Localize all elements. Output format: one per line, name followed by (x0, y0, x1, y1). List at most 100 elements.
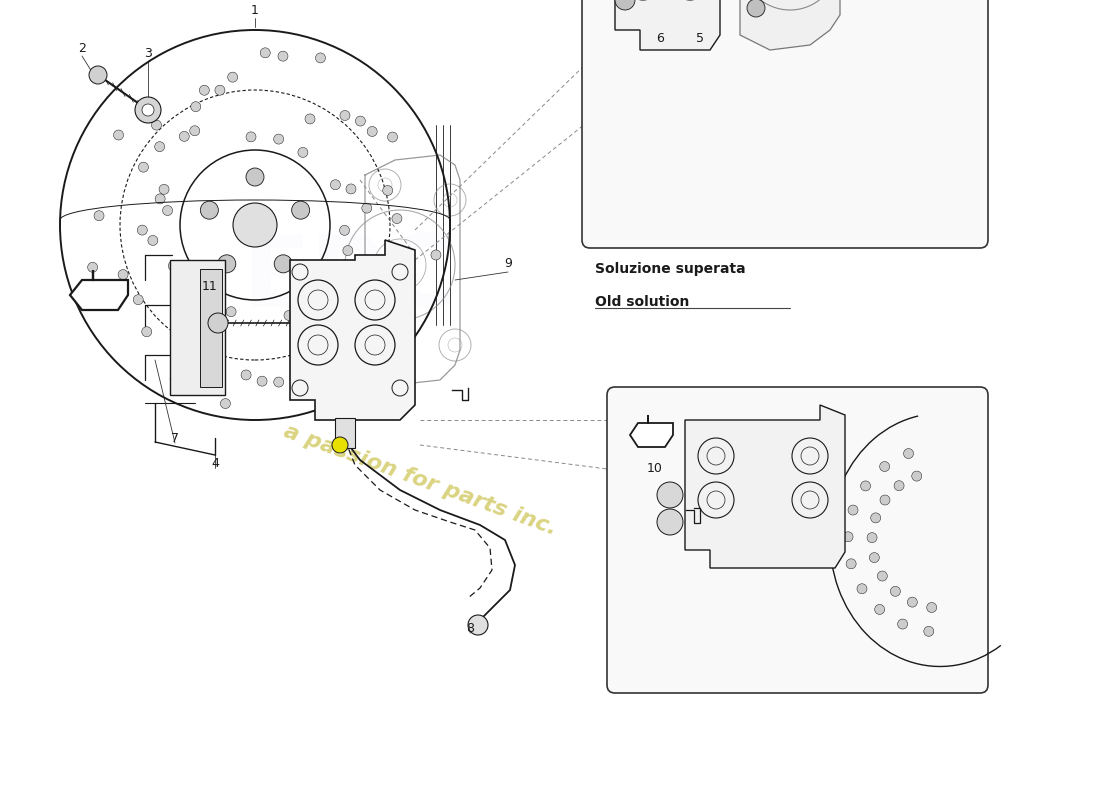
Text: 2: 2 (78, 42, 86, 55)
Circle shape (278, 51, 288, 61)
Circle shape (880, 462, 890, 471)
Circle shape (843, 532, 854, 542)
Circle shape (345, 298, 355, 308)
Circle shape (200, 201, 218, 219)
Circle shape (431, 250, 441, 260)
Circle shape (138, 225, 147, 235)
Circle shape (310, 282, 320, 291)
Circle shape (218, 255, 235, 273)
Circle shape (227, 306, 236, 317)
Bar (336, 418, 355, 448)
Polygon shape (70, 270, 128, 310)
Circle shape (133, 294, 143, 305)
Circle shape (387, 132, 397, 142)
Circle shape (228, 72, 238, 82)
Bar (200, 269, 222, 387)
Circle shape (190, 102, 201, 112)
Circle shape (322, 365, 332, 375)
Circle shape (246, 132, 256, 142)
Circle shape (152, 120, 162, 130)
Circle shape (903, 449, 913, 458)
Circle shape (88, 262, 98, 272)
Text: 5: 5 (696, 32, 704, 45)
Circle shape (747, 0, 764, 17)
Circle shape (173, 282, 183, 292)
Circle shape (332, 437, 348, 453)
Circle shape (170, 374, 180, 384)
Circle shape (135, 97, 161, 123)
Circle shape (869, 553, 879, 562)
Circle shape (341, 362, 351, 372)
Circle shape (898, 619, 907, 629)
Circle shape (857, 584, 867, 594)
Circle shape (94, 210, 104, 221)
Circle shape (874, 605, 884, 614)
Circle shape (316, 53, 326, 63)
Circle shape (179, 327, 189, 337)
Circle shape (305, 114, 315, 124)
Circle shape (354, 351, 364, 361)
Text: 3: 3 (144, 47, 152, 60)
Text: 7: 7 (170, 432, 179, 445)
Circle shape (392, 214, 402, 223)
Circle shape (142, 326, 152, 337)
Circle shape (383, 186, 393, 195)
Circle shape (142, 104, 154, 116)
Circle shape (155, 142, 165, 152)
Circle shape (367, 126, 377, 137)
Circle shape (340, 226, 350, 235)
Circle shape (867, 533, 877, 542)
Circle shape (241, 370, 251, 380)
Circle shape (261, 48, 271, 58)
Polygon shape (685, 405, 845, 568)
Circle shape (298, 147, 308, 158)
Circle shape (924, 626, 934, 636)
Circle shape (284, 310, 294, 321)
Circle shape (890, 586, 901, 596)
Circle shape (168, 261, 178, 271)
Text: 6: 6 (656, 32, 664, 45)
Circle shape (199, 86, 209, 95)
FancyBboxPatch shape (582, 0, 988, 248)
Circle shape (371, 282, 381, 293)
Circle shape (292, 201, 310, 219)
Circle shape (274, 255, 293, 273)
Circle shape (343, 246, 353, 255)
Circle shape (860, 481, 870, 491)
Circle shape (871, 513, 881, 523)
Circle shape (880, 495, 890, 505)
Bar (170, 260, 226, 395)
Circle shape (179, 131, 189, 142)
Circle shape (274, 377, 284, 387)
Circle shape (160, 184, 169, 194)
Circle shape (147, 235, 158, 246)
Circle shape (189, 294, 199, 303)
Text: 8: 8 (466, 622, 474, 635)
Circle shape (346, 184, 356, 194)
Circle shape (155, 194, 165, 204)
Circle shape (189, 126, 200, 136)
Text: 11: 11 (202, 280, 218, 293)
Circle shape (330, 180, 340, 190)
Polygon shape (630, 415, 673, 447)
Text: EPC: EPC (243, 231, 458, 329)
Circle shape (294, 388, 304, 398)
Circle shape (615, 0, 635, 10)
Polygon shape (740, 0, 840, 50)
Polygon shape (615, 0, 720, 50)
Circle shape (214, 86, 224, 95)
Polygon shape (290, 240, 415, 420)
Text: Soluzione superata: Soluzione superata (595, 262, 746, 276)
Circle shape (356, 290, 366, 300)
Circle shape (257, 376, 267, 386)
Text: 4: 4 (211, 457, 219, 470)
Circle shape (113, 130, 123, 140)
Circle shape (233, 203, 277, 247)
Circle shape (208, 313, 228, 333)
Circle shape (657, 509, 683, 535)
Circle shape (274, 134, 284, 144)
Circle shape (846, 559, 856, 569)
Circle shape (848, 505, 858, 515)
Circle shape (163, 206, 173, 215)
Circle shape (926, 602, 937, 613)
